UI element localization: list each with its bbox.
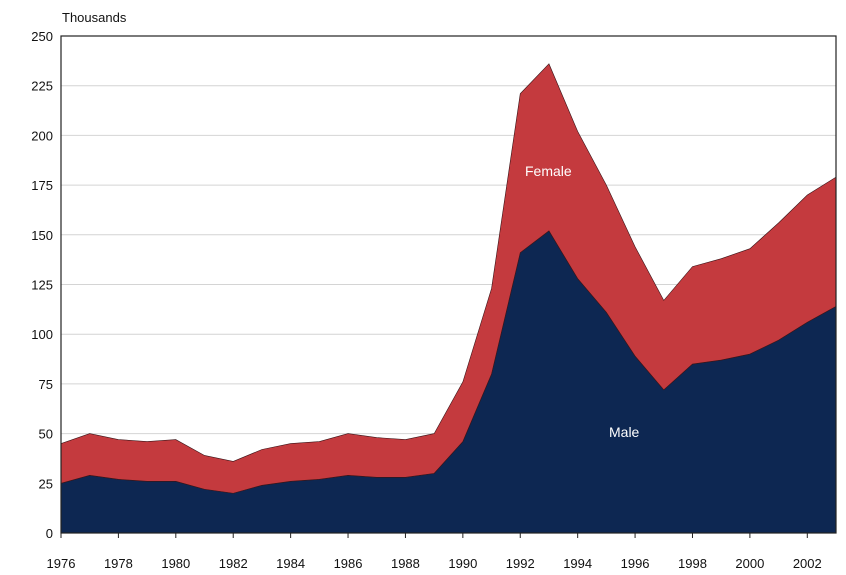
x-tick-label: 1976 xyxy=(47,556,76,571)
y-tick-label: 50 xyxy=(39,427,53,442)
x-tick-label: 1984 xyxy=(276,556,305,571)
y-tick-label: 75 xyxy=(39,377,53,392)
y-tick-label: 125 xyxy=(31,278,53,293)
y-tick-label: 250 xyxy=(31,29,53,44)
y-tick-labels: 0 25 50 75 100 125 150 175 200 225 250 xyxy=(31,29,53,541)
y-tick-label: 100 xyxy=(31,327,53,342)
x-tick-label: 1986 xyxy=(334,556,363,571)
x-tick-label: 2002 xyxy=(793,556,822,571)
x-tick-label: 1980 xyxy=(161,556,190,571)
y-tick-label: 150 xyxy=(31,228,53,243)
y-tick-label: 0 xyxy=(46,526,53,541)
x-tick-label: 2000 xyxy=(735,556,764,571)
x-tick-label: 1982 xyxy=(219,556,248,571)
x-tick-label: 1978 xyxy=(104,556,133,571)
plot-frame xyxy=(60,35,837,534)
x-tick-label: 1992 xyxy=(506,556,535,571)
x-tick-label: 1990 xyxy=(448,556,477,571)
axes xyxy=(60,35,837,538)
y-axis-unit-label: Thousands xyxy=(62,10,127,25)
series-label-female: Female xyxy=(525,163,572,179)
x-tick-label: 1988 xyxy=(391,556,420,571)
y-tick-label: 175 xyxy=(31,178,53,193)
x-tick-label: 1996 xyxy=(621,556,650,571)
x-tick-labels: 1976 1978 1980 1982 1984 1986 1988 1990 1992 1994… xyxy=(47,556,822,571)
x-tick-label: 1994 xyxy=(563,556,592,571)
y-tick-label: 25 xyxy=(39,476,53,491)
y-tick-label: 225 xyxy=(31,79,53,94)
series-label-male: Male xyxy=(609,424,640,440)
y-tick-label: 200 xyxy=(31,128,53,143)
x-tick-label: 1998 xyxy=(678,556,707,571)
